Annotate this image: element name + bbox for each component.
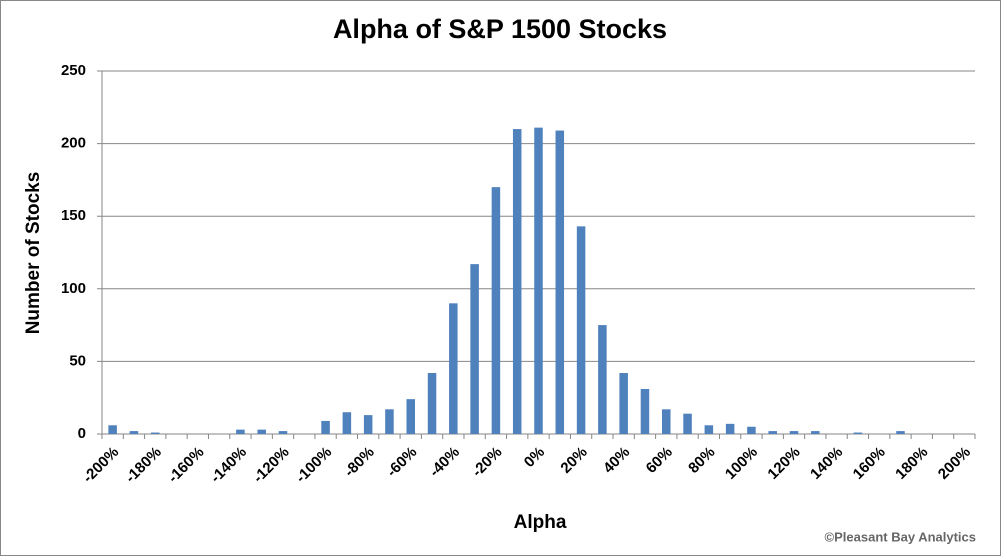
bar	[683, 413, 692, 434]
y-tick-label: 0	[78, 425, 86, 442]
bar	[853, 432, 863, 434]
bar	[342, 412, 352, 434]
bar	[619, 373, 628, 434]
bar	[640, 388, 650, 434]
y-tick-label: 200	[61, 135, 86, 152]
bar	[512, 129, 522, 434]
bar	[768, 431, 777, 434]
bar	[896, 431, 905, 434]
bar	[598, 325, 607, 434]
bar	[385, 409, 394, 434]
y-axis-title: Number of Stocks	[23, 172, 44, 335]
bar	[576, 226, 586, 434]
y-tick-label: 150	[61, 207, 86, 224]
y-tick-label: 100	[61, 280, 86, 297]
bar	[150, 432, 160, 434]
bar	[470, 264, 479, 434]
bar	[555, 130, 565, 435]
bar	[129, 431, 139, 434]
y-tick-label: 50	[69, 352, 86, 369]
chart-title: Alpha of S&P 1500 Stocks	[333, 14, 667, 44]
bar	[236, 429, 245, 434]
bar	[747, 426, 756, 434]
bar	[725, 423, 735, 434]
bar	[321, 420, 330, 434]
bar	[661, 409, 671, 434]
credit: ©Pleasant Bay Analytics	[825, 529, 976, 544]
bar	[406, 399, 416, 434]
bar	[491, 187, 501, 434]
bar	[427, 373, 437, 434]
y-tick-label: 250	[61, 62, 86, 79]
x-axis-title: Alpha	[514, 512, 567, 533]
bar	[449, 303, 458, 434]
bar	[108, 425, 117, 434]
bar	[278, 431, 288, 434]
bar	[257, 429, 266, 434]
bar	[363, 415, 373, 434]
bar	[789, 431, 799, 434]
bar	[811, 431, 820, 434]
bar	[534, 127, 543, 435]
bar	[704, 425, 714, 434]
